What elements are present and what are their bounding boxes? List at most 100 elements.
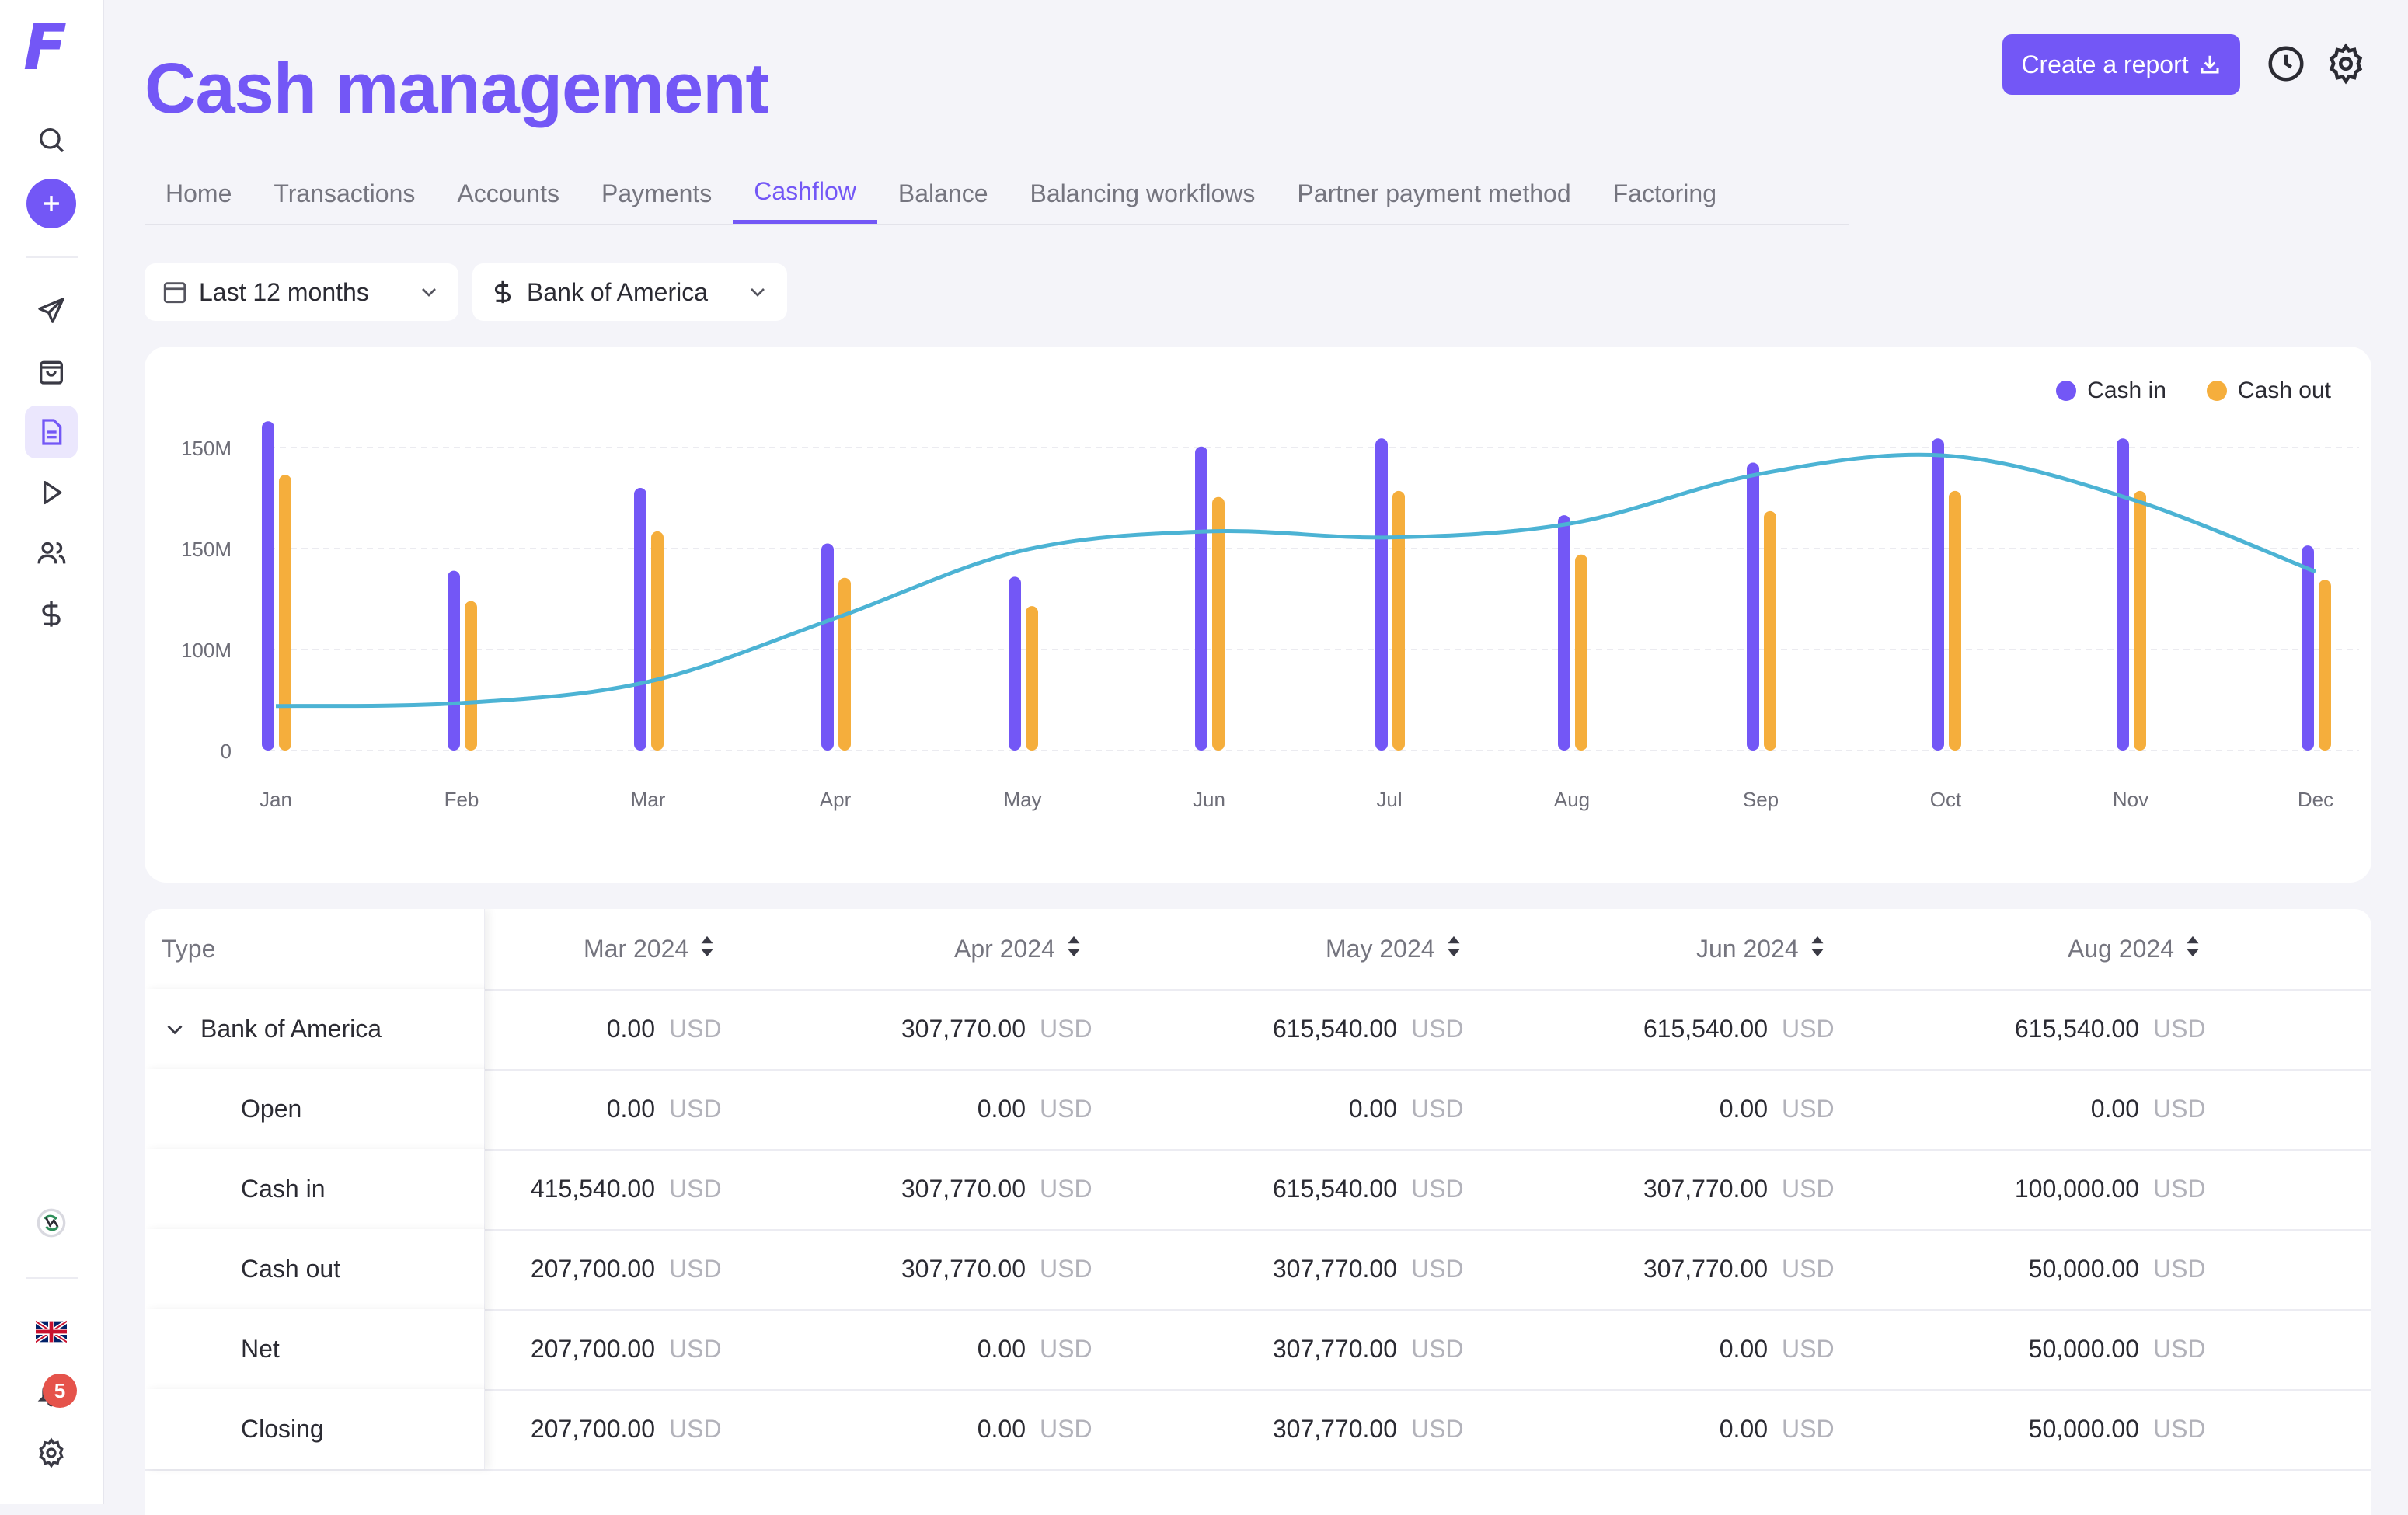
table-row[interactable]: Net 207,700.00 USD 0.00 USD 307,770.00 USD 0.00… (145, 1309, 2371, 1391)
table-row[interactable]: Bank of America 0.00 USD 307,770.00 USD 615,5… (145, 989, 2371, 1071)
notification-badge: 5 (43, 1374, 77, 1408)
app-logo[interactable]: F (23, 11, 68, 85)
bar-cash-in[interactable] (821, 543, 834, 751)
table-row[interactable]: Cash in 415,540.00 USD 307,770.00 USD 615,540… (145, 1149, 2371, 1231)
tab-home[interactable]: Home (166, 179, 232, 207)
bar-cash-in[interactable] (1009, 576, 1021, 751)
tab-partner-payment-method[interactable]: Partner payment method (1297, 179, 1571, 207)
tab-factoring[interactable]: Factoring (1612, 179, 1716, 207)
tab-bar: Home Transactions Accounts Payments Cashflow… (145, 163, 1849, 225)
currency-label: USD (669, 1095, 722, 1123)
users-icon[interactable] (25, 527, 78, 580)
currency-label: USD (1040, 1255, 1092, 1283)
gear-icon[interactable] (25, 1426, 78, 1479)
column-header-label: May 2024 (1326, 935, 1435, 963)
value-cell: 307,770.00 USD (1116, 1389, 1473, 1469)
column-header[interactable]: Apr 2024 (954, 909, 1082, 989)
amount: 615,540.00 (1643, 1015, 1768, 1043)
tab-transactions[interactable]: Transactions (274, 179, 416, 207)
currency-label: USD (1411, 1255, 1464, 1283)
page-title: Cash management (145, 49, 769, 128)
amount: 615,540.00 (1272, 1015, 1397, 1043)
account-filter[interactable]: Bank of America (472, 263, 787, 321)
table-row[interactable]: Closing 207,700.00 USD 0.00 USD 307,770.00 USD… (145, 1389, 2371, 1471)
legend-item-cash-out[interactable]: Cash out (2206, 378, 2331, 404)
table-header-row: Type Mar 2024 Apr 2024 May 2024 Jun 2024 Aug … (145, 909, 2371, 991)
amount: 307,770.00 (1643, 1175, 1768, 1203)
send-icon[interactable] (25, 284, 78, 337)
bar-cash-out[interactable] (1575, 554, 1587, 751)
bar-cash-in[interactable] (1932, 438, 1944, 751)
history-icon[interactable] (2263, 40, 2309, 87)
bar-cash-out[interactable] (1212, 496, 1225, 751)
bar-cash-out[interactable] (651, 531, 664, 751)
tab-balancing-workflows[interactable]: Balancing workflows (1030, 179, 1256, 207)
legend-label: Cash in (2087, 378, 2166, 403)
tab-cashflow[interactable]: Cashflow (733, 163, 877, 224)
currency-label: USD (1040, 1335, 1092, 1363)
dollar-icon[interactable] (25, 587, 78, 640)
bar-cash-out[interactable] (838, 577, 851, 751)
amount: 0.00 (1348, 1095, 1397, 1123)
create-report-button[interactable]: Create a report (2002, 34, 2240, 95)
bar-cash-in[interactable] (262, 421, 274, 751)
column-header[interactable]: Jun 2024 (1696, 909, 1825, 989)
amount: 0.00 (1719, 1415, 1768, 1443)
bar-cash-out[interactable] (279, 475, 291, 751)
tab-accounts[interactable]: Accounts (457, 179, 559, 207)
document-icon[interactable] (25, 406, 78, 458)
period-filter[interactable]: Last 12 months (145, 263, 458, 321)
bar-cash-in[interactable] (1747, 462, 1759, 751)
column-header[interactable]: Mar 2024 (584, 909, 715, 989)
amount: 0.00 (1719, 1095, 1768, 1123)
legend-item-cash-in[interactable]: Cash in (2056, 378, 2166, 404)
sort-icon[interactable] (1446, 935, 1462, 964)
currency-label: USD (1411, 1095, 1464, 1123)
sort-icon[interactable] (1066, 935, 1082, 964)
integration-icon[interactable] (25, 1196, 78, 1249)
bar-cash-in[interactable] (634, 488, 646, 751)
amount: 0.00 (606, 1095, 655, 1123)
amount: 0.00 (1719, 1335, 1768, 1363)
bar-cash-out[interactable] (2319, 580, 2331, 751)
bar-cash-in[interactable] (1195, 446, 1207, 751)
play-icon[interactable] (25, 466, 78, 519)
bar-cash-out[interactable] (1949, 490, 1961, 751)
sort-icon[interactable] (699, 935, 715, 964)
sort-icon[interactable] (2185, 935, 2201, 964)
chevron-down-icon[interactable] (162, 1016, 188, 1043)
bar-cash-in[interactable] (2117, 438, 2129, 751)
column-header[interactable]: Aug 2024 (2068, 909, 2201, 989)
bar-cash-in[interactable] (1558, 515, 1570, 751)
chart-legend: Cash in Cash out (2056, 378, 2331, 404)
currency-label: USD (1411, 1015, 1464, 1043)
bar-cash-in[interactable] (448, 570, 460, 751)
cashflow-chart: 0 100M 150M 150M Jan Feb Mar Apr May Jun Jul Aug Sep… (181, 421, 2359, 811)
search-icon[interactable] (25, 113, 78, 166)
bar-cash-in[interactable] (1375, 438, 1388, 751)
currency-label: USD (2153, 1415, 2206, 1443)
tab-balance[interactable]: Balance (897, 179, 988, 207)
value-cell: 615,540.00 USD (1116, 1149, 1473, 1229)
bar-cash-out[interactable] (1764, 510, 1776, 751)
amount: 207,700.00 (530, 1255, 655, 1283)
bar-cash-in[interactable] (2302, 545, 2314, 751)
dollar-icon (495, 280, 511, 304)
table-row[interactable]: Open 0.00 USD 0.00 USD 0.00 USD 0.00 USD 0.00 USD (145, 1069, 2371, 1151)
bar-cash-out[interactable] (1026, 606, 1038, 751)
value-cell: 615,540.00 USD (1858, 989, 2215, 1069)
column-header[interactable]: May 2024 (1326, 909, 1462, 989)
table-row[interactable]: Cash out 207,700.00 USD 307,770.00 USD 307,77… (145, 1229, 2371, 1311)
amount: 307,770.00 (901, 1255, 1026, 1283)
bag-icon[interactable] (25, 345, 78, 398)
bar-cash-out[interactable] (2134, 490, 2146, 751)
sort-icon[interactable] (1810, 935, 1825, 964)
bar-cash-out[interactable] (465, 601, 477, 751)
plus-icon[interactable] (26, 179, 76, 228)
uk-flag-icon[interactable] (25, 1305, 78, 1358)
column-header-label: Apr 2024 (954, 935, 1055, 963)
tab-payments[interactable]: Payments (601, 179, 713, 207)
amount: 307,770.00 (1272, 1415, 1397, 1443)
settings-icon[interactable] (2323, 40, 2369, 87)
bar-cash-out[interactable] (1392, 490, 1405, 751)
